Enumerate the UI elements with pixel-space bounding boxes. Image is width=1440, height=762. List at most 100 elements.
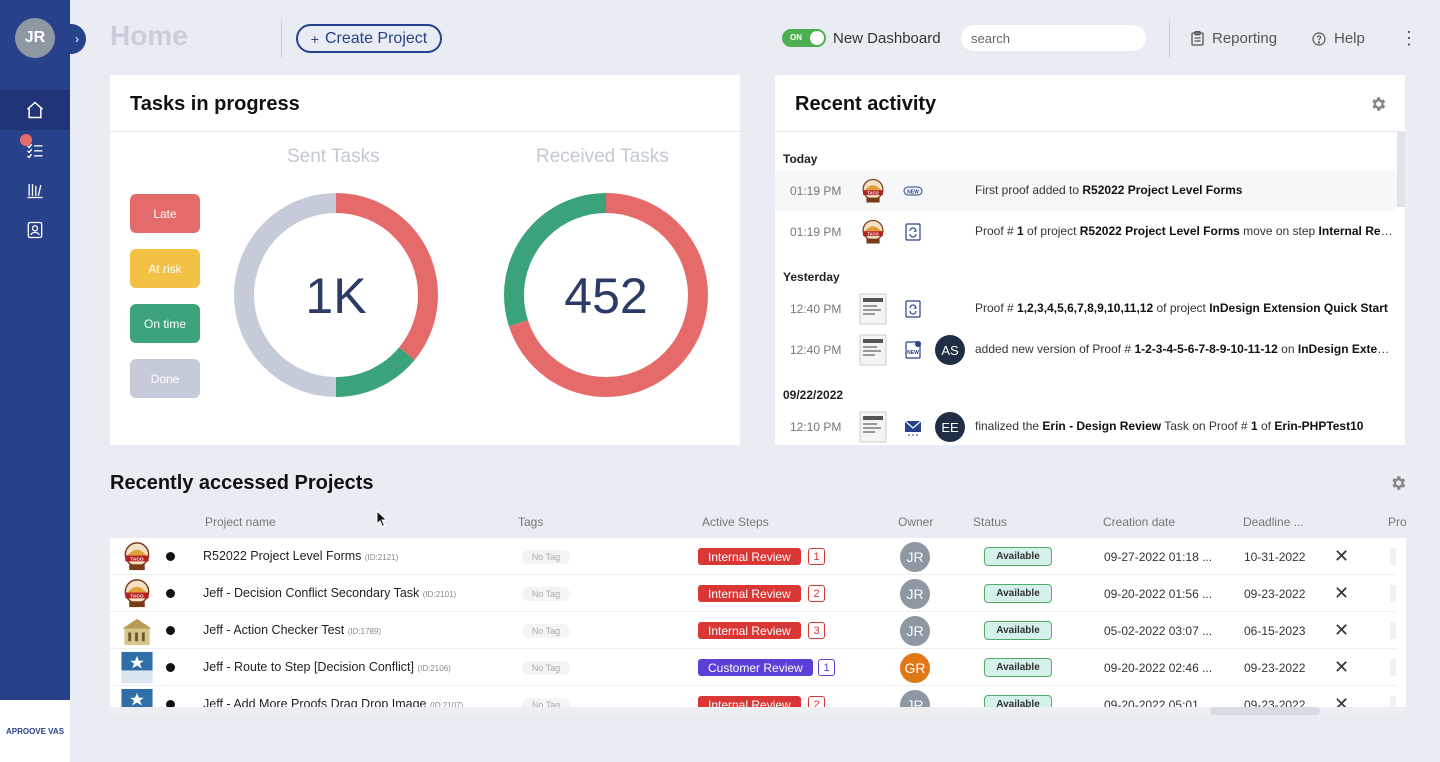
active-step-badge[interactable]: Internal Review [698, 548, 801, 565]
donut-slice-done[interactable] [234, 193, 438, 397]
brand-logo: APROOVE VAS [0, 700, 70, 762]
proof-thumbnail[interactable]: TACO [859, 216, 887, 248]
activity-time: 01:19 PM [790, 184, 842, 198]
expand-sidebar-button[interactable]: › [68, 24, 86, 54]
new-document-icon: NEW [903, 340, 923, 360]
column-progress[interactable]: Pro [1388, 515, 1407, 529]
sidebar-item-contacts[interactable] [0, 210, 70, 250]
user-avatar[interactable]: JR [15, 18, 55, 58]
project-thumbnail[interactable] [120, 688, 154, 708]
column-owner[interactable]: Owner [898, 515, 934, 529]
tasks-title: Tasks in progress [130, 93, 300, 115]
sidebar: JR APROOVE VAS [0, 0, 70, 762]
project-row[interactable]: Jeff - Add More Proofs Drag Drop Image (… [110, 686, 1396, 708]
proof-thumbnail[interactable]: TACO [859, 175, 887, 207]
reporting-link[interactable]: Reporting [1191, 30, 1277, 47]
deadline-date: 09-23-2022 [1244, 661, 1306, 675]
remove-close-icon[interactable]: ✕ [1334, 657, 1350, 677]
step-number: 1 [818, 659, 835, 676]
activity-time: 12:40 PM [790, 302, 842, 316]
column-deadline[interactable]: Deadline ... [1243, 515, 1304, 529]
project-name[interactable]: R52022 Project Level Forms (ID:2121) [203, 549, 399, 563]
proof-thumbnail[interactable] [859, 411, 887, 443]
column-status[interactable]: Status [973, 515, 1008, 529]
owner-avatar: JR [900, 690, 930, 708]
project-name[interactable]: Jeff - Route to Step [Decision Conflict]… [203, 660, 451, 674]
legend-done-button[interactable]: Done [130, 359, 200, 398]
new-dashboard-toggle[interactable]: ON [782, 29, 826, 47]
status-badge: Available [984, 658, 1052, 677]
activity-row[interactable]: 12:10 PM EE finalized the Erin - Design Re… [775, 407, 1397, 445]
projects-horizontal-scrollbar[interactable] [110, 707, 1406, 715]
activity-row[interactable]: 12:40 PM Proof # 1,2,3,4,5,6,7,8,9,10,11,… [775, 289, 1397, 329]
project-row[interactable]: Jeff - Route to Step [Decision Conflict]… [110, 649, 1396, 686]
active-step-badge[interactable]: Internal Review [698, 585, 801, 602]
project-thumbnail[interactable]: TACO [120, 540, 154, 573]
activity-text: Proof # 1,2,3,4,5,6,7,8,9,10,11,12 of pr… [975, 301, 1388, 315]
tag-badge: No Tag [522, 587, 570, 601]
project-thumbnail[interactable]: TACO [120, 577, 154, 610]
help-label: Help [1334, 30, 1365, 47]
project-row[interactable]: TACO R52022 Project Level Forms (ID:2121)… [110, 538, 1396, 575]
scrollbar-thumb[interactable] [1210, 707, 1320, 715]
column-creation-date[interactable]: Creation date [1103, 515, 1176, 529]
activity-settings-gear-icon[interactable] [1369, 95, 1387, 113]
owner-avatar: JR [900, 542, 930, 572]
help-link[interactable]: Help [1312, 30, 1365, 47]
divider [775, 131, 1405, 132]
activity-group-header: Yesterday [783, 270, 840, 284]
legend-at-risk-button[interactable]: At risk [130, 249, 200, 288]
activity-scrollbar[interactable] [1397, 132, 1405, 207]
sidebar-item-tasks[interactable] [0, 130, 70, 170]
column-project-name[interactable]: Project name [205, 515, 276, 529]
donut-slice-on-time[interactable] [504, 193, 708, 397]
proof-thumbnail[interactable] [859, 334, 887, 366]
project-name[interactable]: Jeff - Decision Conflict Secondary Task … [203, 586, 457, 600]
more-menu-icon[interactable]: ⋮ [1400, 28, 1418, 48]
divider [1169, 20, 1170, 58]
projects-settings-gear-icon[interactable] [1389, 474, 1407, 492]
activity-row[interactable]: 01:19 PM TACO NEW First proof added to R520… [775, 171, 1397, 211]
active-step-badge[interactable]: Internal Review [698, 622, 801, 639]
plus-icon: + [310, 30, 319, 47]
tag-badge: No Tag [522, 661, 570, 675]
sidebar-item-library[interactable] [0, 170, 70, 210]
legend-on-time-button[interactable]: On time [130, 304, 200, 343]
activity-row[interactable]: 01:19 PM TACO Proof # 1 of project R52022 … [775, 212, 1397, 252]
search-input[interactable] [961, 25, 1146, 51]
legend-late-button[interactable]: Late [130, 194, 200, 233]
step-number: 3 [808, 622, 825, 639]
library-icon [27, 184, 43, 199]
progress-cell [1390, 548, 1396, 565]
project-name[interactable]: Jeff - Add More Proofs Drag Drop Image (… [203, 697, 464, 708]
activity-row[interactable]: 12:40 PM NEW AS added new version of Proof … [775, 330, 1397, 370]
remove-close-icon[interactable]: ✕ [1334, 620, 1350, 640]
remove-close-icon[interactable]: ✕ [1334, 546, 1350, 566]
active-step-badge[interactable]: Customer Review [698, 659, 813, 676]
svg-text:TACO: TACO [867, 231, 879, 236]
project-row[interactable]: TACO Jeff - Decision Conflict Secondary T… [110, 575, 1396, 612]
project-thumbnail[interactable] [120, 614, 154, 647]
project-thumbnail[interactable] [120, 651, 154, 684]
donut-slice-on-time[interactable] [234, 193, 438, 397]
owner-avatar: JR [900, 579, 930, 609]
remove-close-icon[interactable]: ✕ [1334, 583, 1350, 603]
donut-center-label: 452 [564, 268, 647, 324]
received-tasks-donut[interactable]: 452 [503, 192, 709, 398]
project-id: (ID:2107) [429, 701, 464, 708]
project-row[interactable]: Jeff - Action Checker Test (ID:1789) No T… [110, 612, 1396, 649]
remove-close-icon[interactable]: ✕ [1334, 694, 1350, 708]
notification-dot [20, 134, 32, 146]
column-tags[interactable]: Tags [518, 515, 544, 529]
document-sync-icon [903, 299, 923, 319]
active-step-badge[interactable]: Internal Review [698, 696, 801, 708]
project-name[interactable]: Jeff - Action Checker Test (ID:1789) [203, 623, 382, 637]
progress-cell [1390, 622, 1396, 639]
column-active-steps[interactable]: Active Steps [702, 515, 769, 529]
status-dot [166, 626, 175, 635]
proof-thumbnail[interactable] [859, 293, 887, 325]
create-project-button[interactable]: + Create Project [296, 24, 442, 53]
sidebar-item-home[interactable] [0, 90, 70, 130]
project-id: (ID:2101) [422, 590, 457, 599]
sent-tasks-donut[interactable]: 1K [233, 192, 439, 398]
